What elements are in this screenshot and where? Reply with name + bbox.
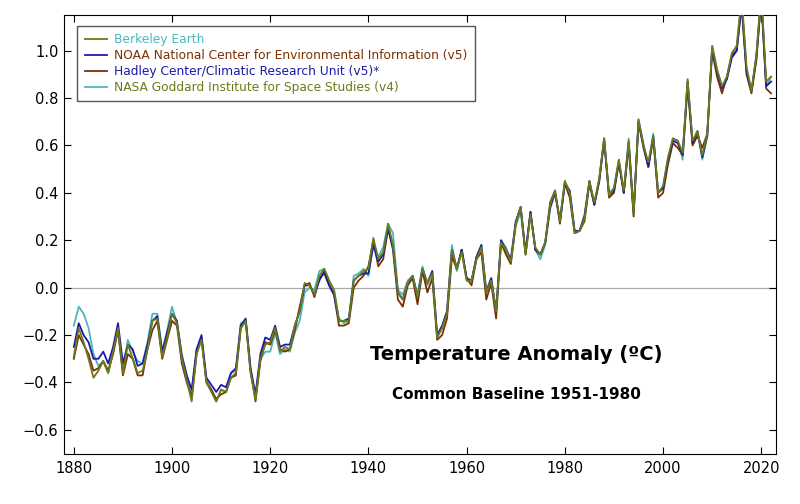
- Berkeley Earth: [310, 292, 319, 298]
- NOAA National Center for Environmental Information (v5): [94, 356, 103, 362]
- Legend: Berkeley Earth, NOAA National Center for Environmental Information (v5), Hadley : Berkeley Earth, NOAA National Center for…: [78, 26, 474, 101]
- NASA Goddard Institute for Space Studies (v4): [94, 363, 103, 369]
- NOAA National Center for Environmental Information (v5): [358, 271, 368, 277]
- Text: Temperature Anomaly (ºC): Temperature Anomaly (ºC): [370, 345, 662, 364]
- NOAA National Center for Environmental Information (v5): [128, 346, 138, 352]
- Line: NOAA National Center for Environmental Information (v5): NOAA National Center for Environmental I…: [74, 0, 771, 394]
- Line: Berkeley Earth: Berkeley Earth: [74, 0, 771, 402]
- Berkeley Earth: [383, 221, 393, 227]
- NASA Goddard Institute for Space Studies (v4): [256, 356, 266, 362]
- Hadley Center/Climatic Research Unit (v5)*: [358, 273, 368, 279]
- NOAA National Center for Environmental Information (v5): [766, 79, 776, 85]
- Berkeley Earth: [256, 356, 266, 362]
- Hadley Center/Climatic Research Unit (v5)*: [94, 365, 103, 371]
- Hadley Center/Climatic Research Unit (v5)*: [128, 356, 138, 362]
- Berkeley Earth: [358, 268, 368, 274]
- NOAA National Center for Environmental Information (v5): [250, 391, 260, 397]
- Berkeley Earth: [94, 367, 103, 373]
- Hadley Center/Climatic Research Unit (v5)*: [256, 358, 266, 364]
- Hadley Center/Climatic Research Unit (v5)*: [310, 294, 319, 300]
- NOAA National Center for Environmental Information (v5): [310, 292, 319, 298]
- Hadley Center/Climatic Research Unit (v5)*: [766, 90, 776, 96]
- Berkeley Earth: [69, 353, 78, 359]
- Line: NASA Goddard Institute for Space Studies (v4): NASA Goddard Institute for Space Studies…: [74, 0, 771, 402]
- NASA Goddard Institute for Space Studies (v4): [766, 74, 776, 80]
- NOAA National Center for Environmental Information (v5): [256, 351, 266, 357]
- NASA Goddard Institute for Space Studies (v4): [211, 399, 221, 405]
- NOAA National Center for Environmental Information (v5): [69, 344, 78, 350]
- Line: Hadley Center/Climatic Research Unit (v5)*: Hadley Center/Climatic Research Unit (v5…: [74, 0, 771, 402]
- Text: Common Baseline 1951-1980: Common Baseline 1951-1980: [392, 387, 641, 402]
- NASA Goddard Institute for Space Studies (v4): [128, 349, 138, 355]
- Hadley Center/Climatic Research Unit (v5)*: [250, 399, 260, 405]
- NASA Goddard Institute for Space Studies (v4): [358, 266, 368, 272]
- Berkeley Earth: [766, 74, 776, 80]
- Hadley Center/Climatic Research Unit (v5)*: [383, 225, 393, 231]
- NASA Goddard Institute for Space Studies (v4): [69, 323, 78, 329]
- Hadley Center/Climatic Research Unit (v5)*: [757, 0, 766, 2]
- NASA Goddard Institute for Space Studies (v4): [310, 287, 319, 293]
- Berkeley Earth: [187, 399, 197, 405]
- NOAA National Center for Environmental Information (v5): [383, 225, 393, 231]
- NASA Goddard Institute for Space Studies (v4): [383, 221, 393, 227]
- Hadley Center/Climatic Research Unit (v5)*: [69, 356, 78, 362]
- Berkeley Earth: [128, 356, 138, 362]
